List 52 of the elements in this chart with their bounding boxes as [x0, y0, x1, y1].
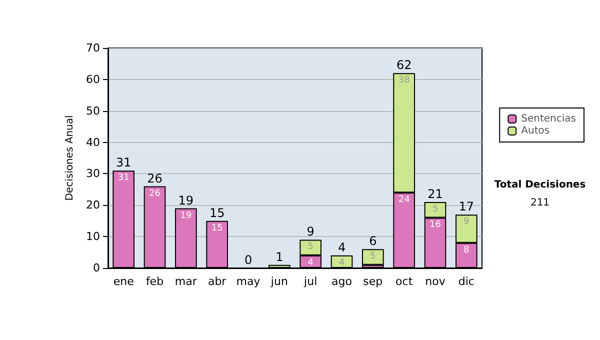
total-label: 62: [396, 58, 412, 72]
data-label: 38: [398, 76, 410, 86]
data-label: 16: [430, 220, 442, 230]
x-tick-label: abr: [208, 275, 227, 288]
y-tick-label: 40: [86, 136, 100, 149]
y-tick-label: 60: [86, 72, 100, 86]
data-label: 4: [338, 258, 345, 268]
total-label: 0: [244, 253, 252, 267]
y-tick-label: 10: [86, 230, 100, 244]
data-label: 5: [432, 204, 438, 214]
y-tick-label: 20: [86, 198, 100, 212]
y-axis-title: Decisiones Anual: [64, 115, 76, 201]
x-tick-label: may: [236, 275, 261, 288]
total-label: 21: [428, 187, 443, 201]
x-tick-label: feb: [146, 275, 164, 288]
text: 211: [530, 198, 550, 208]
total-label: 17: [458, 200, 474, 214]
total-label: 19: [178, 193, 194, 208]
data-label: 8: [464, 245, 470, 256]
legend-label: Sentencias: [521, 114, 576, 124]
x-tick-label: jul: [303, 275, 318, 288]
legend-label: Autos: [521, 126, 550, 136]
x-tick-label: ene: [113, 275, 134, 288]
total-label: 4: [338, 240, 346, 254]
x-tick-label: dic: [458, 275, 474, 288]
x-tick-label: mar: [174, 275, 198, 288]
data-label: 5: [370, 252, 376, 262]
y-tick-label: 0: [93, 262, 100, 274]
y-tick-label: 70: [86, 42, 100, 54]
text: Total Decisiones: [494, 180, 586, 190]
data-label: 9: [464, 217, 470, 228]
data-label: 19: [180, 210, 192, 221]
data-label: 24: [398, 195, 410, 206]
x-tick-label: nov: [425, 275, 446, 288]
data-label: 4: [308, 258, 314, 268]
x-tick-label: jun: [270, 275, 288, 288]
total-label: 9: [306, 224, 314, 239]
total-label: 26: [147, 171, 162, 186]
total-label: 1: [276, 250, 284, 264]
bar: [362, 249, 384, 265]
y-tick-label: 30: [86, 167, 100, 180]
x-tick-label: ago: [332, 275, 352, 288]
y-tick-label: 50: [86, 104, 100, 118]
x-tick-label: sep: [363, 275, 383, 288]
x-tick-label: oct: [396, 275, 414, 288]
data-label: 5: [308, 242, 314, 252]
data-label: 31: [118, 173, 130, 184]
total-label: 6: [369, 234, 377, 248]
data-label: 26: [149, 188, 161, 199]
data-label: 15: [211, 223, 223, 234]
total-label: 15: [209, 206, 225, 220]
total-label: 31: [116, 156, 132, 170]
